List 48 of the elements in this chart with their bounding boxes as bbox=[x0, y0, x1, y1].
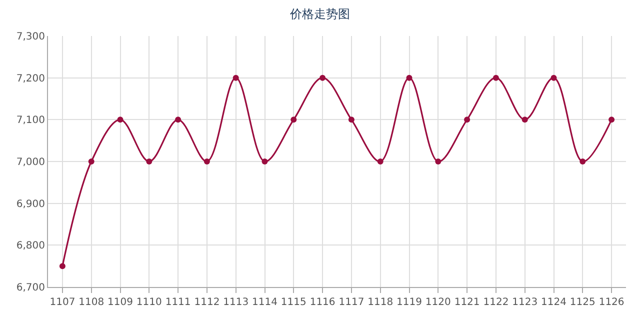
y-tick-label: 7,200 bbox=[16, 73, 45, 84]
x-tick-label: 1126 bbox=[598, 297, 624, 308]
x-tick-label: 1113 bbox=[223, 297, 249, 308]
point bbox=[492, 74, 499, 81]
point bbox=[146, 158, 152, 164]
point bbox=[290, 116, 297, 123]
x-tick-label: 1124 bbox=[541, 297, 566, 308]
x-tick-label: 1123 bbox=[512, 297, 538, 308]
point bbox=[550, 74, 557, 81]
x-tick-label: 1109 bbox=[108, 297, 133, 308]
x-tick-label: 1122 bbox=[483, 297, 509, 308]
y-tick-label: 7,100 bbox=[16, 115, 45, 126]
x-tick-label: 1110 bbox=[136, 297, 162, 308]
point bbox=[117, 116, 124, 123]
chart-title: 价格走势图 bbox=[289, 7, 350, 21]
x-tick-label: 1120 bbox=[425, 297, 451, 308]
point bbox=[232, 74, 239, 81]
y-tick-label: 6,700 bbox=[16, 282, 45, 294]
y-tick-label: 6,800 bbox=[16, 240, 45, 252]
point bbox=[204, 158, 210, 164]
point bbox=[608, 116, 615, 123]
x-tick-label: 1118 bbox=[368, 297, 394, 308]
point bbox=[464, 116, 470, 123]
point bbox=[377, 158, 384, 164]
x-tick-label: 1107 bbox=[50, 297, 76, 308]
point bbox=[406, 74, 412, 81]
x-tick-label: 1125 bbox=[570, 297, 596, 308]
y-tick-label: 6,900 bbox=[16, 198, 45, 210]
point bbox=[348, 116, 354, 123]
x-tick-label: 1111 bbox=[165, 297, 191, 308]
point bbox=[262, 158, 268, 164]
x-tick-label: 1114 bbox=[252, 297, 278, 308]
x-tick-label: 1116 bbox=[310, 297, 336, 308]
point bbox=[88, 158, 94, 164]
point bbox=[522, 116, 528, 123]
point bbox=[175, 116, 182, 123]
y-tick-label: 7,000 bbox=[16, 157, 45, 168]
point bbox=[580, 158, 586, 164]
x-tick-label: 1112 bbox=[194, 297, 220, 308]
x-tick-label: 1115 bbox=[280, 297, 306, 308]
x-tick-label: 1117 bbox=[338, 297, 364, 308]
x-tick-label: 1119 bbox=[396, 297, 422, 308]
point bbox=[59, 263, 66, 270]
y-tick-label: 7,300 bbox=[16, 32, 45, 42]
x-tick-label: 1121 bbox=[454, 297, 480, 308]
point bbox=[320, 74, 326, 81]
x-tick-label: 1108 bbox=[78, 297, 104, 308]
point bbox=[435, 158, 442, 164]
